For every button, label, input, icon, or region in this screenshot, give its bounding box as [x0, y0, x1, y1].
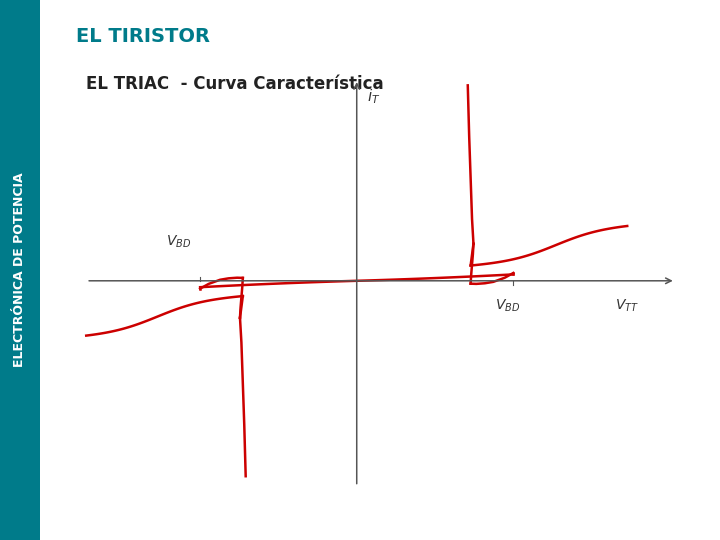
Text: EL TRIAC  - Curva Característica: EL TRIAC - Curva Característica	[86, 75, 384, 93]
Text: ELECTRÓNICA DE POTENCIA: ELECTRÓNICA DE POTENCIA	[13, 173, 27, 367]
Text: $V_{BD}$: $V_{BD}$	[495, 297, 521, 314]
Text: $i_T$: $i_T$	[366, 87, 380, 106]
Text: EL TIRISTOR: EL TIRISTOR	[76, 27, 210, 46]
Text: $V_{TT}$: $V_{TT}$	[615, 297, 639, 314]
Text: $V_{BD}$: $V_{BD}$	[166, 233, 192, 250]
